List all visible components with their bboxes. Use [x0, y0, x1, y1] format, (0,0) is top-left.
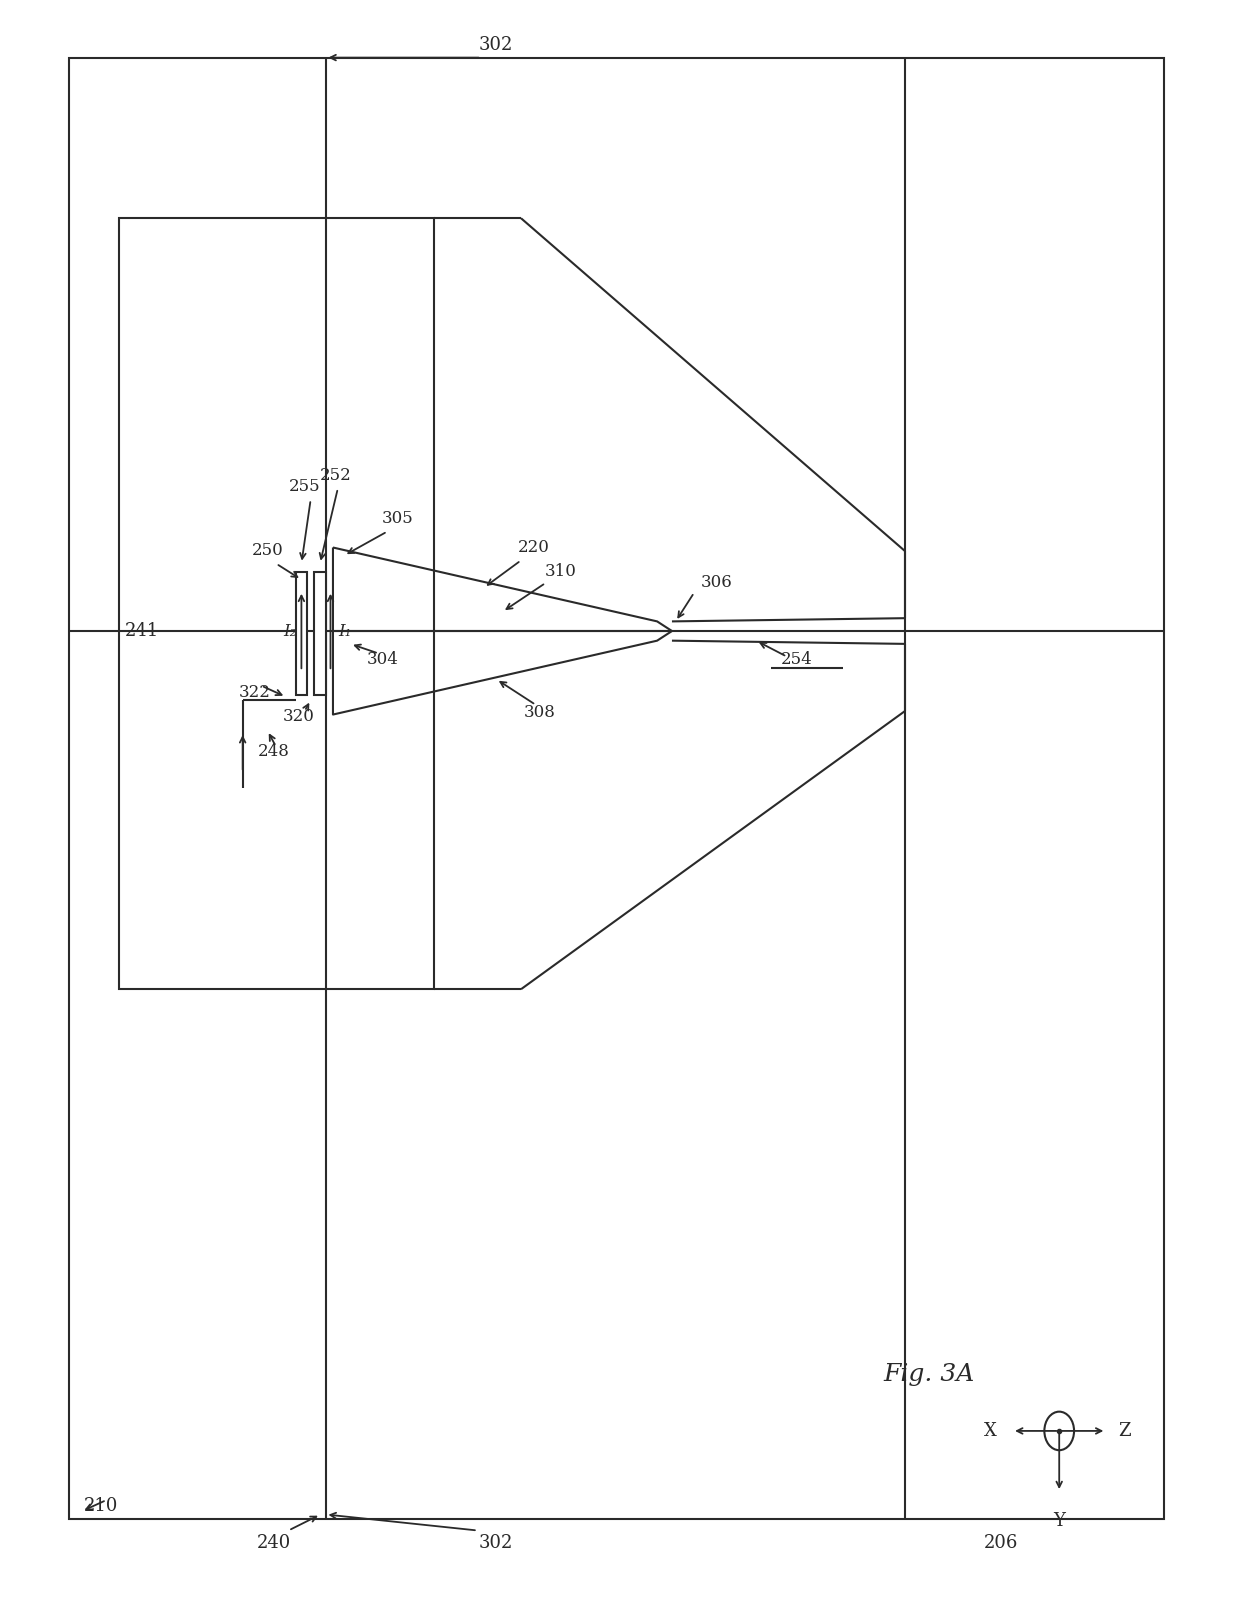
Text: 210: 210: [84, 1498, 119, 1516]
Text: I₂: I₂: [283, 623, 296, 639]
Text: Z: Z: [1118, 1422, 1131, 1440]
Text: 206: 206: [983, 1535, 1018, 1553]
Text: 322: 322: [239, 684, 272, 700]
Bar: [119, 219, 434, 990]
Text: 310: 310: [544, 563, 577, 581]
Text: 306: 306: [701, 574, 732, 592]
Text: 302: 302: [479, 35, 513, 53]
Text: 308: 308: [523, 705, 556, 721]
Text: 240: 240: [257, 1535, 290, 1553]
Text: 255: 255: [289, 478, 320, 496]
Bar: [296, 571, 308, 695]
Text: 305: 305: [382, 510, 413, 528]
Text: 220: 220: [517, 539, 549, 557]
Text: 304: 304: [367, 652, 398, 668]
Text: 302: 302: [479, 1535, 513, 1553]
Text: Fig. 3A: Fig. 3A: [884, 1363, 975, 1387]
Bar: [69, 58, 1164, 1519]
Bar: [315, 571, 326, 695]
Text: 252: 252: [320, 467, 351, 484]
Text: 248: 248: [258, 743, 289, 759]
Text: 250: 250: [252, 542, 283, 560]
Text: 320: 320: [283, 708, 314, 724]
Text: I₁: I₁: [339, 623, 352, 639]
Text: X: X: [983, 1422, 997, 1440]
Text: 254: 254: [781, 652, 812, 668]
Text: 241: 241: [125, 623, 160, 640]
Text: Y: Y: [1053, 1512, 1065, 1530]
